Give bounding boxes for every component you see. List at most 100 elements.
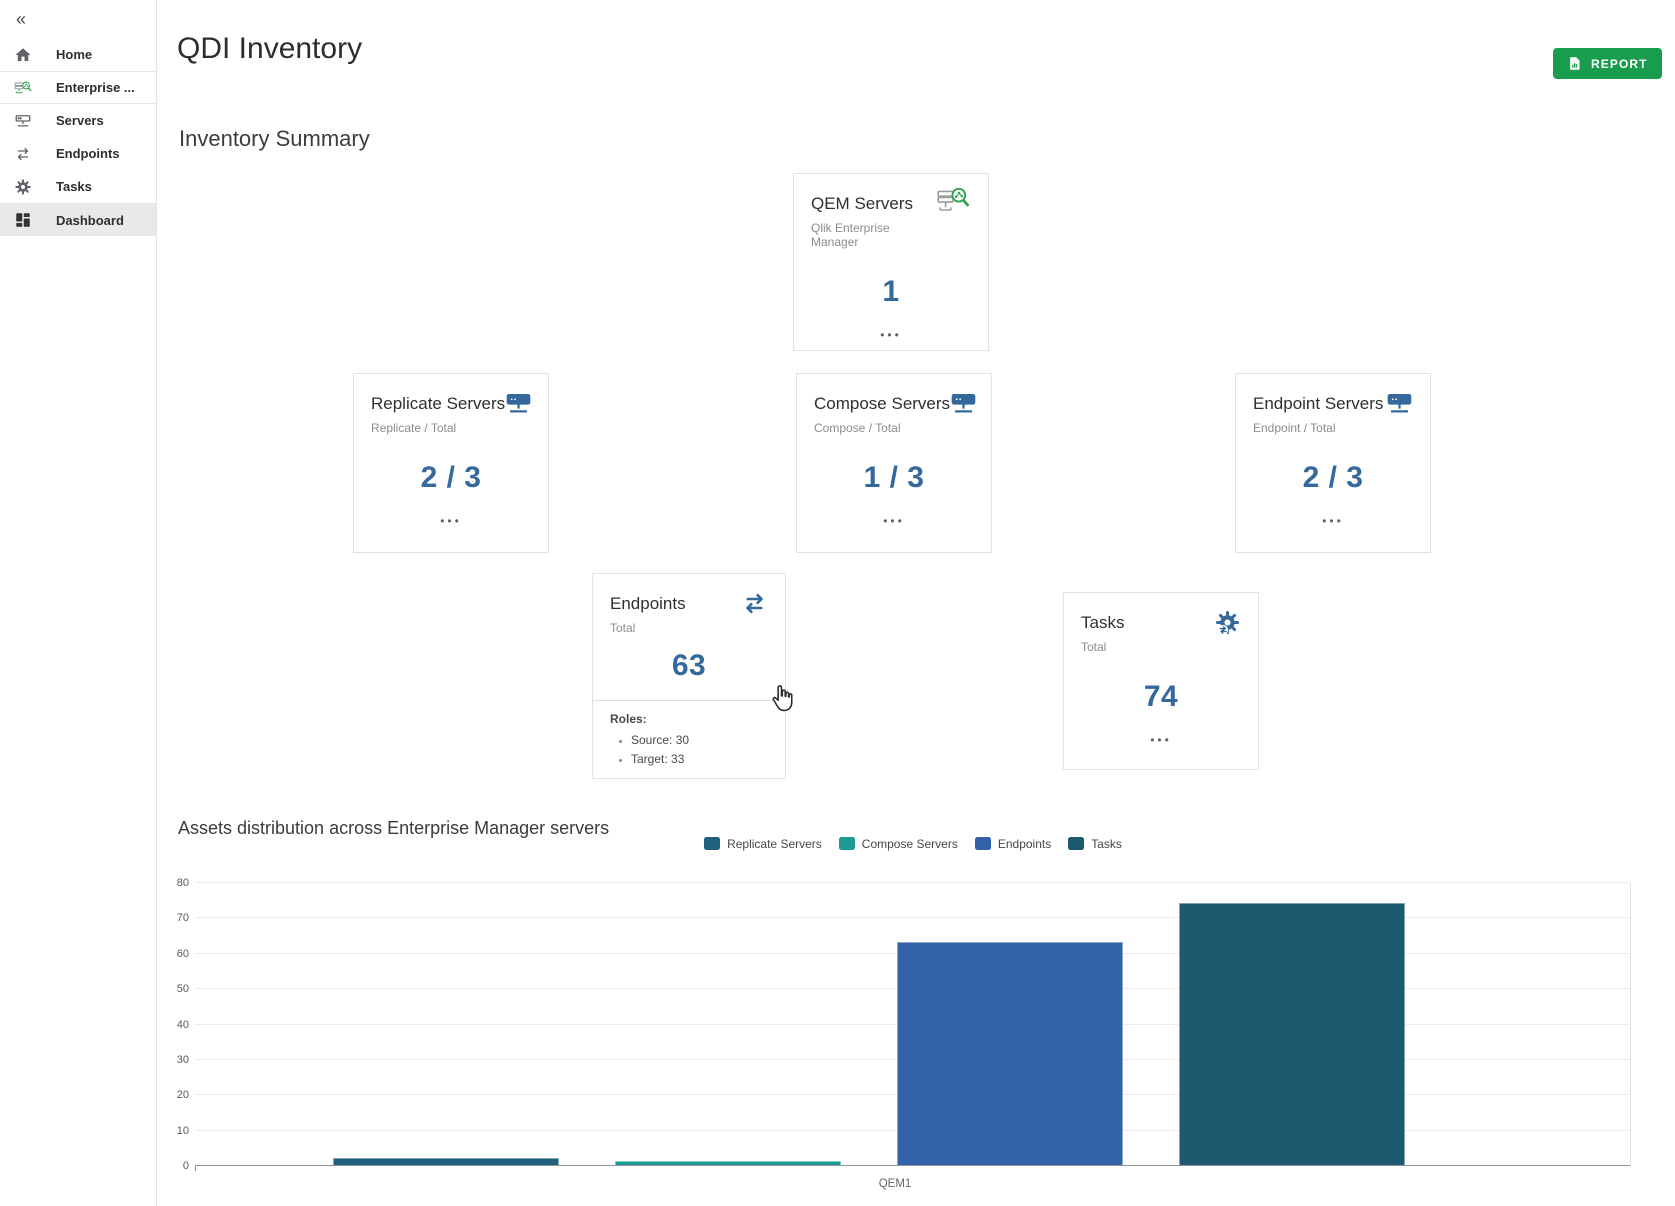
card-value: 2 / 3: [420, 461, 482, 494]
card-subtitle: Endpoint / Total: [1253, 421, 1336, 435]
axis-tick: [195, 1166, 196, 1171]
divider: [593, 700, 785, 701]
legend-item-replicate-servers[interactable]: Replicate Servers: [704, 837, 822, 851]
card-value: 63: [671, 649, 707, 682]
sidebar-item-servers[interactable]: Servers: [0, 104, 156, 137]
sidebar-item-tasks[interactable]: Tasks: [0, 170, 156, 203]
x-category-label: QEM1: [878, 1178, 912, 1190]
chart-section-title: Assets distribution across Enterprise Ma…: [178, 818, 610, 838]
legend-swatch: [838, 837, 855, 850]
enterprise-manager-icon: [14, 79, 32, 97]
chart-plot: QEM1 0 10 20 30 40 50 60 70 80: [177, 877, 1631, 1190]
gridline-70: [195, 917, 1630, 919]
legend-label: Compose Servers: [861, 836, 958, 851]
inventory-summary-title: Inventory Summary: [179, 126, 370, 152]
y-axis-tick-label: 10: [176, 1124, 189, 1137]
tasks-gear-icon: [14, 178, 32, 196]
card-value: 1: [882, 275, 900, 308]
bar-endpoints[interactable]: [897, 942, 1123, 1165]
server-icon: [1386, 390, 1413, 417]
sidebar-item-label: Servers: [56, 113, 104, 128]
report-button[interactable]: REPORT: [1553, 48, 1662, 79]
qem-server-magnifier-icon: [935, 187, 971, 218]
assets-distribution-chart: Replicate Servers Compose Servers Endpoint…: [177, 836, 1631, 1196]
card-more-button[interactable]: •••: [880, 328, 902, 342]
sidebar-item-dashboard[interactable]: Dashboard: [0, 203, 156, 236]
legend-swatch: [704, 837, 721, 850]
card-subtitle: Total: [1081, 640, 1107, 654]
y-axis-tick-label: 20: [176, 1089, 189, 1102]
sidebar-item-label: Home: [56, 47, 93, 62]
y-axis-tick-label: 60: [176, 947, 189, 960]
y-axis-tick-label: 80: [176, 877, 189, 889]
dashboard-grid-icon: [14, 211, 32, 229]
replicate-servers-card: Replicate Servers Replicate / Total 2 / …: [353, 373, 549, 553]
card-more-button[interactable]: •••: [1150, 733, 1172, 747]
card-more-button[interactable]: •••: [440, 514, 462, 528]
role-target: Target: 33: [631, 752, 768, 766]
sidebar-collapse-button[interactable]: «: [0, 0, 156, 38]
bar-compose-servers[interactable]: [615, 1161, 841, 1165]
roles-list: Source: 30 Target: 33: [610, 733, 768, 766]
roles-label: Roles:: [610, 712, 647, 726]
card-title: QEM Servers: [811, 194, 914, 213]
endpoints-card: Endpoints Total 63 Roles: Source: 30 Tar…: [592, 573, 786, 779]
page-title: QDI Inventory: [177, 32, 363, 66]
compose-servers-card: Compose Servers Compose / Total 1 / 3 ••…: [796, 373, 992, 553]
sidebar-item-enterprise[interactable]: Enterprise ...: [0, 71, 156, 104]
sidebar-item-label: Endpoints: [56, 146, 120, 161]
card-title: Replicate Servers: [371, 394, 506, 413]
endpoint-servers-card: Endpoint Servers Endpoint / Total 2 / 3 …: [1235, 373, 1431, 553]
report-document-icon: [1567, 56, 1582, 71]
card-subtitle: Total: [610, 621, 636, 635]
legend-label: Tasks: [1091, 836, 1122, 851]
y-axis-tick-label: 30: [176, 1053, 189, 1066]
sidebar: « Home Enterprise ...: [0, 0, 157, 1206]
y-axis-tick-label: 50: [176, 983, 189, 996]
role-source: Source: 30: [631, 733, 768, 747]
legend-label: Replicate Servers: [727, 836, 822, 851]
bar-replicate-servers[interactable]: [333, 1157, 559, 1165]
home-icon: [14, 46, 32, 64]
report-button-label: REPORT: [1591, 56, 1648, 71]
card-subtitle: Compose / Total: [814, 421, 901, 435]
sidebar-item-label: Enterprise ...: [56, 80, 135, 95]
gridline-80: [195, 882, 1630, 883]
card-value: 74: [1143, 680, 1179, 713]
chart-legend: Replicate Servers Compose Servers Endpoint…: [195, 836, 1631, 851]
sidebar-item-endpoints[interactable]: Endpoints: [0, 137, 156, 170]
legend-label: Endpoints: [997, 836, 1052, 851]
gridline-0: [195, 1165, 1630, 1166]
qem-servers-card: QEM Servers Qlik Enterprise Manager 1 ••…: [793, 173, 989, 351]
card-value: 1 / 3: [863, 461, 925, 494]
card-title: Endpoints: [610, 594, 686, 613]
server-icon: [505, 390, 532, 417]
legend-item-tasks[interactable]: Tasks: [1068, 837, 1122, 851]
bar-tasks[interactable]: [1179, 903, 1405, 1165]
endpoints-exchange-icon: [14, 145, 32, 163]
chevrons-left-icon: «: [16, 8, 27, 29]
sidebar-item-label: Tasks: [56, 179, 92, 194]
card-subtitle: Qlik Enterprise Manager: [811, 221, 890, 249]
card-title: Endpoint Servers: [1253, 394, 1384, 413]
card-title: Tasks: [1081, 613, 1125, 632]
tasks-card: Tasks Total 74 •••: [1063, 592, 1259, 770]
card-value: 2 / 3: [1302, 461, 1364, 494]
legend-swatch: [1068, 837, 1085, 850]
card-more-button[interactable]: •••: [1322, 514, 1344, 528]
card-title: Compose Servers: [814, 394, 951, 413]
exchange-arrows-icon: [741, 590, 768, 617]
legend-item-compose-servers[interactable]: Compose Servers: [838, 836, 958, 851]
y-axis-tick-label: 40: [176, 1018, 189, 1031]
servers-icon: [14, 112, 32, 130]
sidebar-item-home[interactable]: Home: [0, 38, 156, 71]
card-subtitle: Replicate / Total: [371, 421, 457, 435]
legend-swatch: [974, 837, 991, 850]
legend-item-endpoints[interactable]: Endpoints: [974, 836, 1052, 851]
card-more-button[interactable]: •••: [883, 514, 905, 528]
server-icon: [950, 390, 977, 417]
sidebar-item-label: Dashboard: [56, 212, 124, 228]
y-axis-tick-label: 70: [176, 912, 189, 925]
y-axis-tick-label: 0: [182, 1160, 189, 1172]
